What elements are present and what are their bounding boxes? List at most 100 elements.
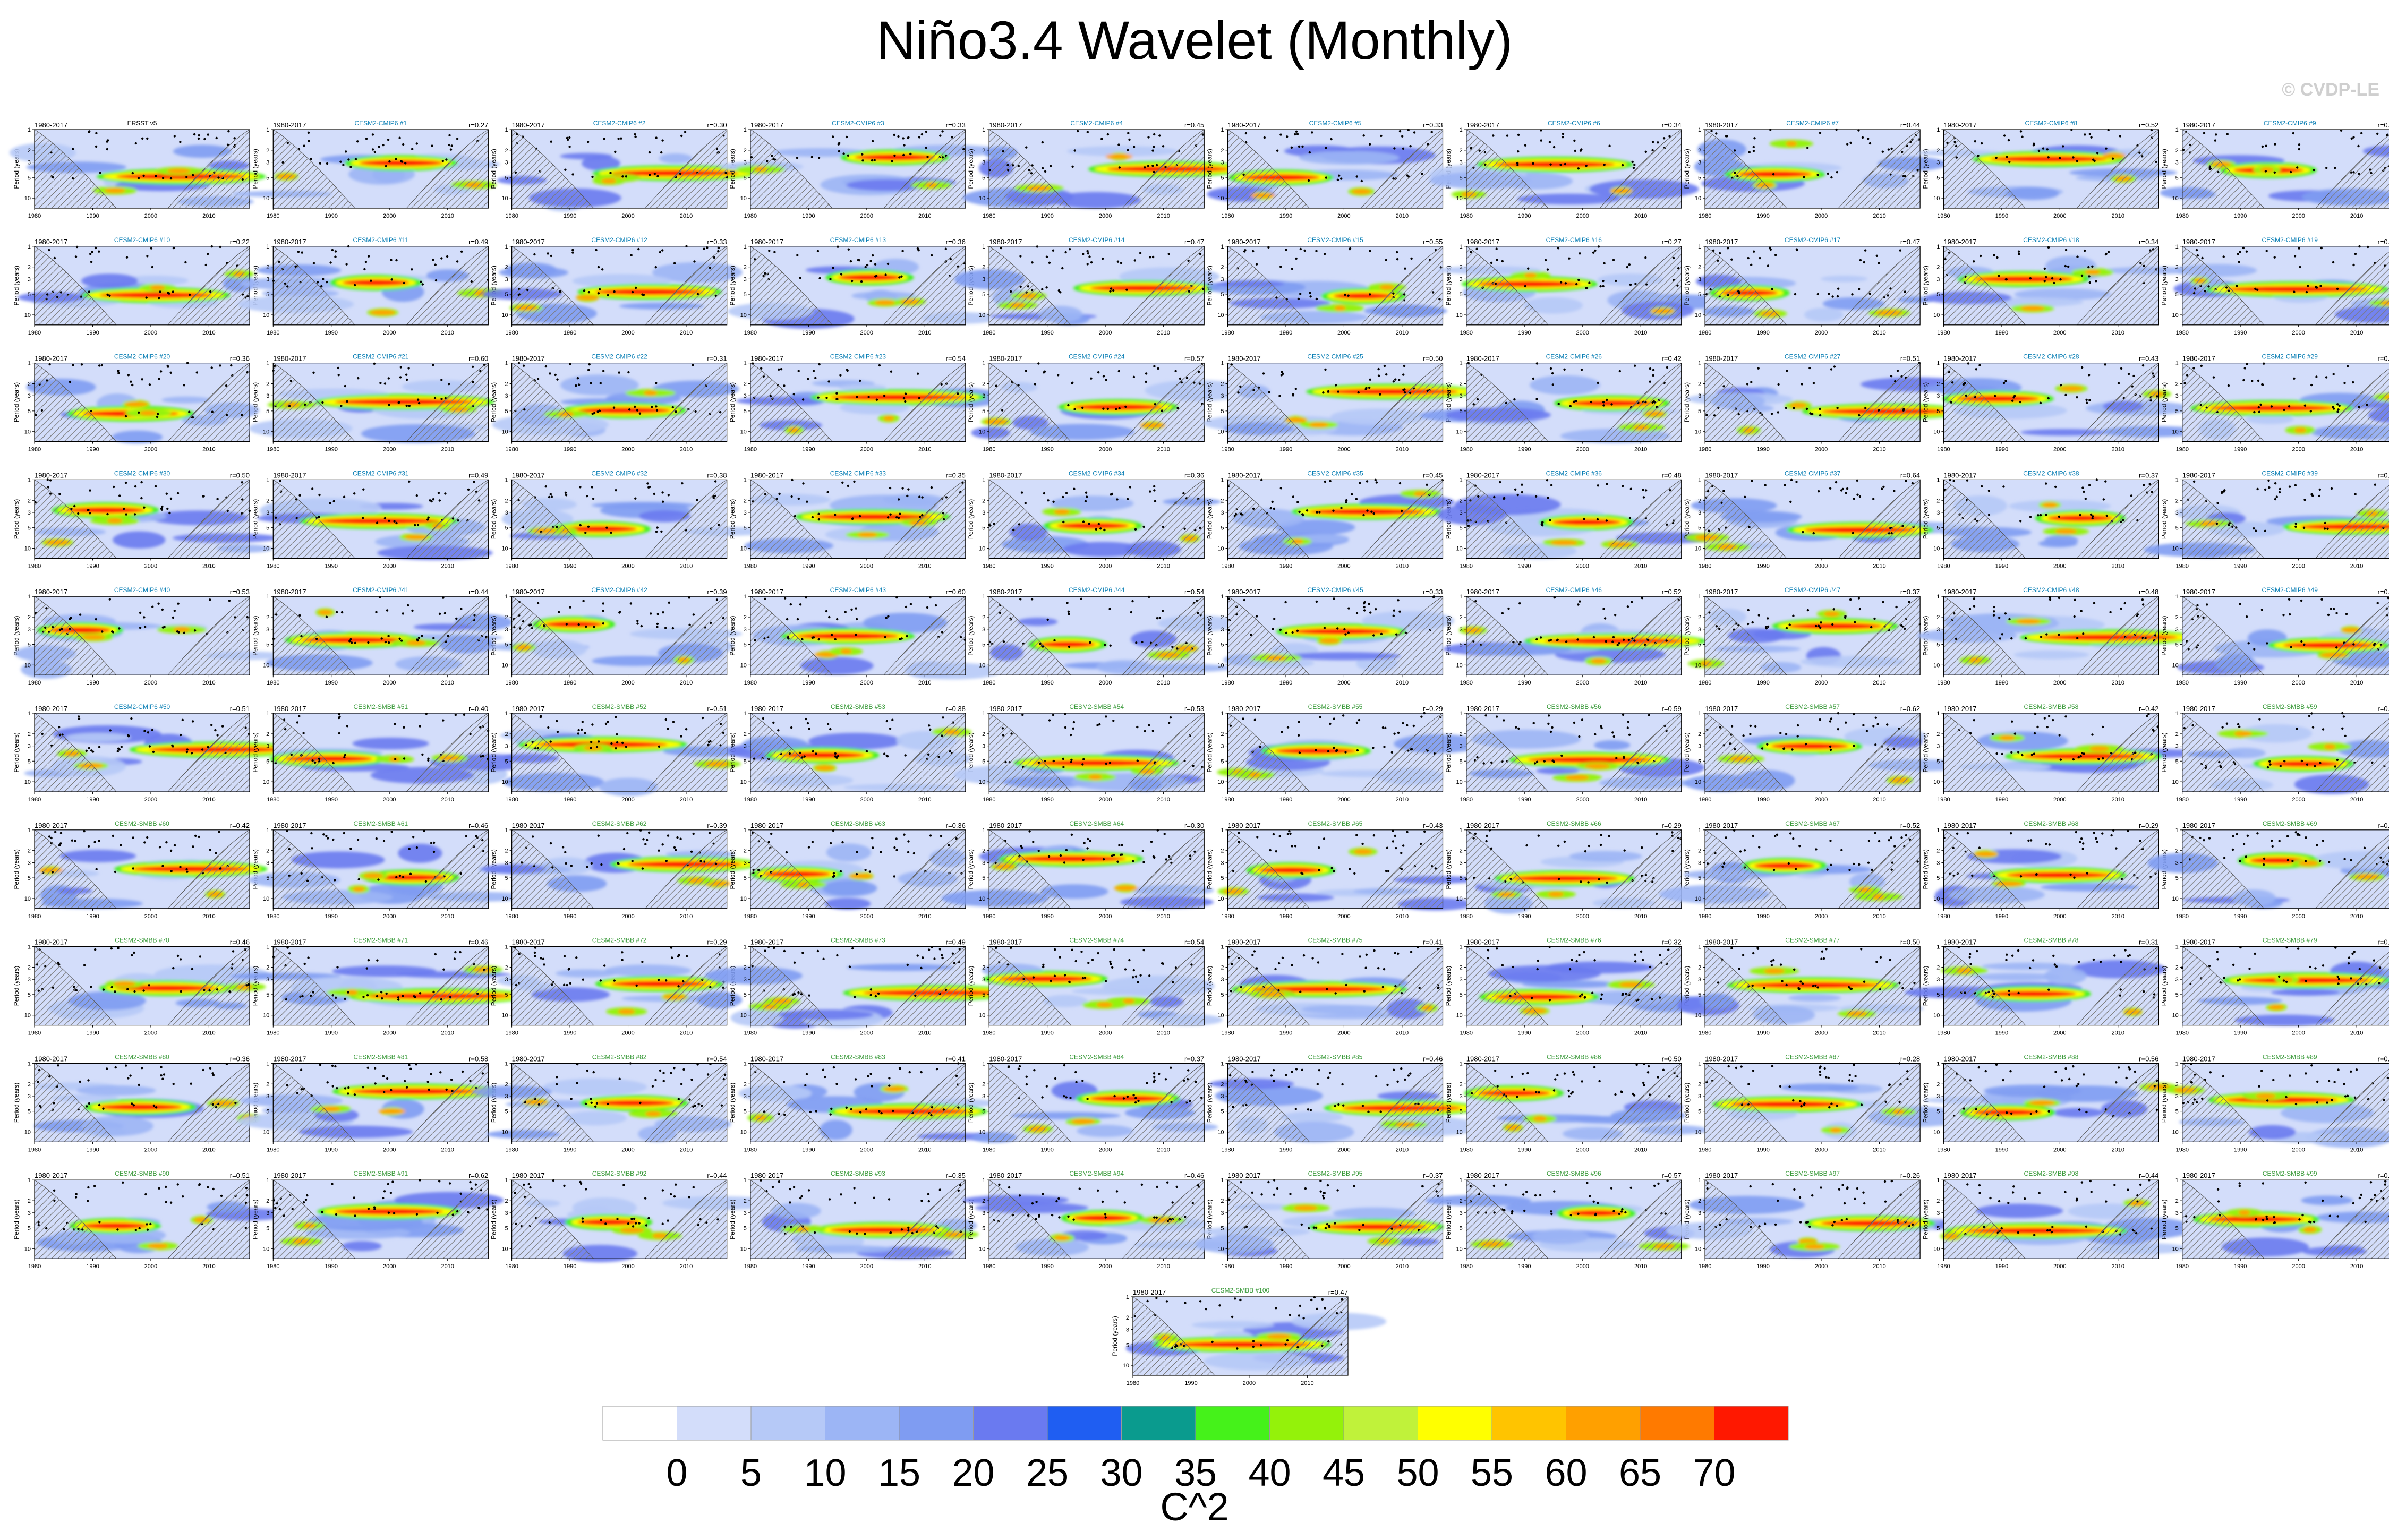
y-tick-label: 3 (505, 627, 508, 633)
panel-correlation: r=0.45 (1423, 471, 1443, 479)
y-tick-label: 5 (266, 1226, 269, 1232)
y-axis-label: Period (years) (1683, 732, 1691, 772)
panel-title: CESM2-SMBB #94 (1069, 1170, 1124, 1177)
panel-correlation: r=0.51 (230, 705, 250, 713)
y-axis-label: Period (years) (1445, 266, 1452, 305)
y-tick-label: 3 (1460, 510, 1463, 516)
y-tick-label: 3 (505, 1093, 508, 1100)
panel-correlation: r=0.54 (946, 355, 966, 363)
wavelet-panel: 1980-2017 CESM2-CMIP6 #37 r=0.64 Period (ye… (1683, 469, 1970, 569)
y-axis-label: Period (years) (1206, 616, 1214, 656)
y-tick-label: 5 (1936, 758, 1940, 765)
y-tick-label: 2 (1221, 148, 1224, 154)
y-tick-label: 2 (266, 264, 269, 271)
panel-period: 1980-2017 (2182, 471, 2215, 479)
y-tick-label: 2 (1460, 381, 1463, 388)
x-tick-label: 2010 (2350, 213, 2363, 219)
panel-period: 1980-2017 (1228, 471, 1261, 479)
x-tick-label: 2000 (1099, 913, 1112, 920)
panel-title: CESM2-CMIP6 #8 (2025, 119, 2078, 127)
panel-correlation: r=0.34 (2377, 1055, 2389, 1063)
y-tick-label: 1 (266, 244, 269, 250)
y-tick-label: 3 (2175, 1093, 2179, 1100)
y-tick-label: 3 (28, 743, 31, 750)
y-tick-label: 2 (1460, 614, 1463, 621)
y-tick-label: 5 (1460, 175, 1463, 181)
wavelet-panel: 1980-2017 CESM2-CMIP6 #32 r=0.38 Period (ye… (490, 469, 770, 569)
panel-correlation: r=0.47 (1328, 1288, 1348, 1296)
y-tick-label: 2 (1460, 264, 1463, 271)
y-tick-label: 2 (982, 731, 985, 738)
y-axis-label: Period (years) (967, 149, 975, 189)
y-axis-label: Period (years) (1683, 499, 1691, 539)
x-tick-label: 1990 (802, 1263, 815, 1270)
y-tick-label: 5 (1698, 875, 1701, 882)
y-tick-label: 3 (266, 743, 269, 750)
y-tick-label: 2 (1460, 965, 1463, 971)
x-tick-label: 1980 (1937, 1030, 1950, 1037)
y-tick-label: 3 (1460, 276, 1463, 283)
x-tick-label: 1990 (802, 1030, 815, 1037)
y-axis-label: Period (years) (2161, 382, 2168, 422)
y-axis-label: Period (years) (2161, 1083, 2168, 1123)
wavelet-panel: 1980-2017 CESM2-CMIP6 #1 r=0.27 Period (yea… (232, 119, 500, 219)
x-tick-label: 1980 (28, 213, 41, 219)
y-axis-label: Period (years) (967, 1200, 975, 1239)
wavelet-panel: 1980-2017 CESM2-SMBB #65 r=0.43 Period (yea… (1206, 820, 1482, 920)
y-tick-label: 3 (1221, 276, 1224, 283)
y-tick-label: 2 (28, 965, 31, 971)
y-tick-label: 2 (28, 1081, 31, 1088)
panel-correlation: r=0.36 (1184, 471, 1204, 479)
x-tick-label: 2000 (144, 213, 157, 219)
y-tick-label: 1 (505, 127, 508, 133)
y-tick-label: 2 (1698, 965, 1701, 971)
x-tick-label: 1980 (1699, 1263, 1711, 1270)
panel-period: 1980-2017 (512, 355, 545, 363)
x-tick-label: 1990 (802, 447, 815, 453)
y-tick-label: 1 (28, 361, 31, 367)
y-tick-label: 10 (1695, 195, 1701, 202)
panel-correlation: r=0.39 (707, 588, 727, 596)
y-tick-label: 1 (2175, 244, 2179, 250)
y-axis-label: Period (years) (1922, 499, 1929, 539)
x-tick-label: 2010 (2350, 1030, 2363, 1037)
panel-correlation: r=0.27 (2377, 355, 2389, 363)
wavelet-panel: 1980-2017 CESM2-SMBB #100 r=0.47 Period (ye… (1111, 1287, 1387, 1387)
x-tick-label: 2010 (1157, 447, 1170, 453)
y-tick-label: 2 (1698, 264, 1701, 271)
y-axis-label: Period (years) (729, 1200, 736, 1239)
y-tick-label: 5 (744, 1109, 747, 1115)
x-tick-label: 1980 (744, 913, 757, 920)
panel-period: 1980-2017 (1228, 355, 1261, 363)
wavelet-panel: 1980-2017 CESM2-CMIP6 #11 r=0.49 Period (ye… (238, 236, 504, 336)
panel-title: CESM2-SMBB #97 (1785, 1170, 1840, 1177)
y-tick-label: 5 (1221, 875, 1224, 882)
y-tick-label: 5 (505, 992, 508, 998)
y-tick-label: 2 (1221, 614, 1224, 621)
panel-correlation: r=0.50 (1900, 938, 1920, 946)
x-tick-label: 1990 (86, 447, 99, 453)
x-tick-label: 1980 (1460, 1263, 1473, 1270)
y-tick-label: 2 (744, 264, 747, 271)
x-tick-label: 2000 (2292, 1147, 2305, 1153)
y-tick-label: 2 (1698, 614, 1701, 621)
y-tick-label: 3 (1936, 510, 1940, 516)
x-tick-label: 1990 (1279, 913, 1292, 920)
x-tick-label: 1990 (1040, 1263, 1053, 1270)
wavelet-panel: 1980-2017 CESM2-CMIP6 #25 r=0.50 Period (ye… (1202, 353, 1478, 453)
panel-title: CESM2-SMBB #58 (2024, 703, 2079, 711)
panel-correlation: r=0.52 (1662, 588, 1682, 596)
x-tick-label: 1990 (1518, 1263, 1531, 1270)
y-tick-label: 10 (263, 896, 269, 902)
panel-correlation: r=0.46 (230, 938, 250, 946)
panel-title: CESM2-CMIP6 #38 (2023, 469, 2079, 477)
y-tick-label: 2 (2175, 1198, 2179, 1204)
y-tick-label: 2 (1460, 1081, 1463, 1088)
wavelet-panel: 1980-2017 CESM2-CMIP6 #21 r=0.60 Period (ye… (249, 353, 494, 453)
x-tick-label: 1990 (1995, 213, 2008, 219)
panel-correlation: r=0.45 (1184, 121, 1204, 129)
x-tick-label: 2000 (2053, 330, 2066, 336)
panel-title: CESM2-SMBB #51 (353, 703, 408, 711)
panel-title: CESM2-CMIP6 #29 (2262, 353, 2318, 361)
x-tick-label: 2000 (1337, 330, 1350, 336)
